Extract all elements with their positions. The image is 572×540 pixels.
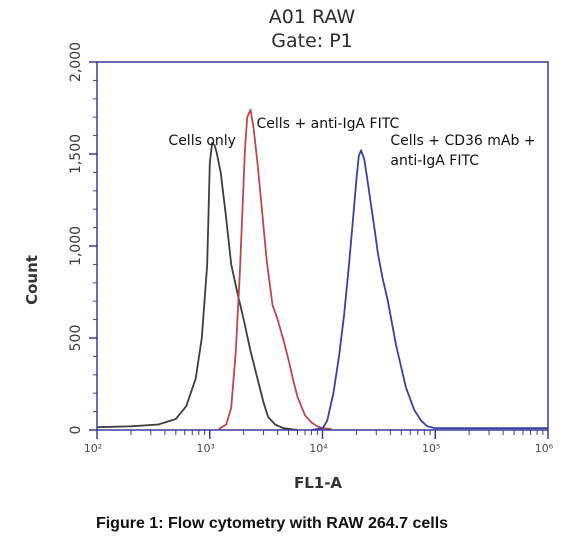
y-tick-label: 1,500 xyxy=(68,134,84,174)
y-tick-label: 0 xyxy=(68,426,84,435)
x-tick-label: 10² xyxy=(84,442,102,455)
histogram-series-1 xyxy=(96,142,298,431)
histogram-series-2 xyxy=(218,108,332,430)
annotation-line: Cells only xyxy=(168,133,236,149)
x-tick-label: 10⁴ xyxy=(309,442,328,455)
x-axis-label: FL1-A xyxy=(294,474,342,492)
annotation-2: Cells + anti-IgA FITC xyxy=(257,116,400,132)
annotation-line: Cells + anti-IgA FITC xyxy=(257,116,400,132)
y-tick-label: 2,000 xyxy=(68,42,84,82)
annotation-1: Cells only xyxy=(168,133,236,149)
chart-title: A01 RAW xyxy=(269,6,356,28)
x-tick-label: 10³ xyxy=(197,442,215,455)
y-tick-label: 500 xyxy=(68,325,84,352)
x-tick-label: 10⁶ xyxy=(535,442,554,455)
plot-area: 0 500 1,000 1,500 2,000 10² 10³ 10⁴ 10⁵ 10⁶ Cells … xyxy=(68,42,554,455)
y-axis-label: Count xyxy=(23,255,41,305)
histogram-series-3 xyxy=(311,149,548,431)
annotation-line: anti-IgA FITC xyxy=(390,153,479,169)
figure-caption: Figure 1: Flow cytometry with RAW 264.7 … xyxy=(96,515,448,532)
y-tick-label: 1,000 xyxy=(68,226,84,266)
chart-subtitle: Gate: P1 xyxy=(271,30,353,52)
annotation-3: Cells + CD36 mAb + anti-IgA FITC xyxy=(390,133,535,169)
x-tick-label: 10⁵ xyxy=(422,442,440,455)
annotation-line: Cells + CD36 mAb + xyxy=(390,133,535,149)
